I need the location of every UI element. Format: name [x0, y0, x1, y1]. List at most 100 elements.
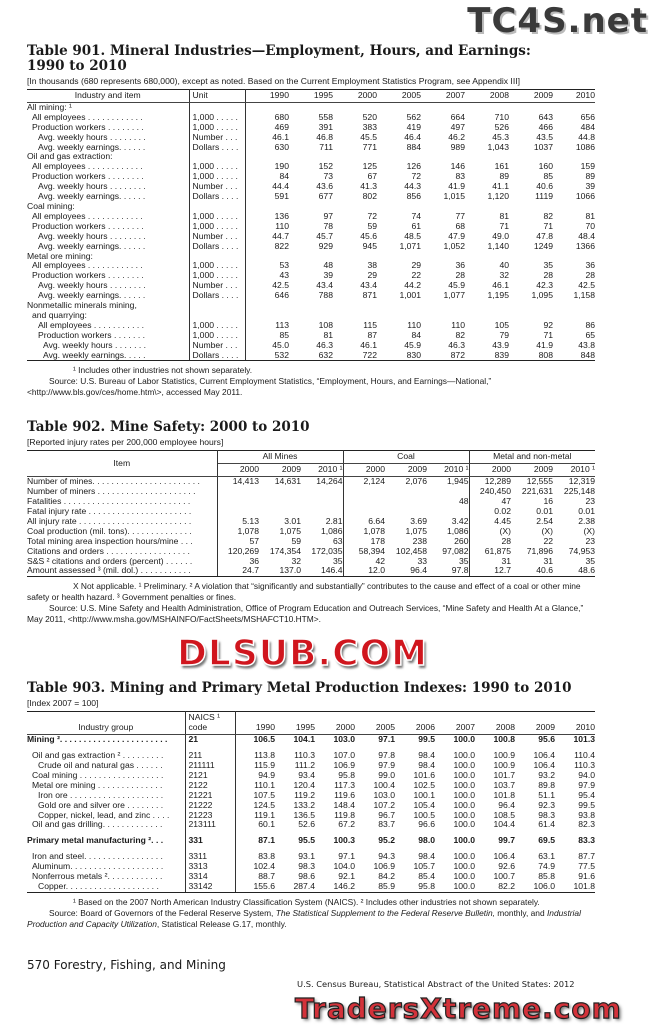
- row-label: Coal production (mil. tons). . . . . . .…: [27, 526, 218, 537]
- value-cell: 104.4: [493, 819, 515, 830]
- value-cell: 110: [451, 319, 465, 330]
- value-cell: 100.0: [453, 799, 475, 810]
- spacer: [27, 846, 186, 853]
- value-cell: 85.8: [538, 871, 555, 882]
- value-cell: 148.4: [333, 799, 355, 810]
- row-label: Avg. weekly hours . . . . . . . .: [27, 132, 190, 143]
- table-row: Number of mines. . . . . . . . . . . . .…: [27, 476, 595, 488]
- value-cell: 36: [585, 260, 595, 271]
- table-row: Metal ore mining . . . . . . . . . . . .…: [27, 780, 595, 791]
- unit-cell: Dollars . . . .: [189, 191, 246, 202]
- value-cell: 48.4: [578, 230, 595, 241]
- column-header: Industry and item: [27, 89, 190, 103]
- value-cell: 1,078: [237, 525, 259, 536]
- value-cell: 61,875: [484, 545, 511, 556]
- value-cell: 111.2: [294, 759, 315, 770]
- value-cell: 105.7: [413, 861, 435, 872]
- table-row: Number of miners . . . . . . . . . . . .…: [27, 486, 595, 498]
- value-cell: 12.0: [343, 565, 385, 578]
- value-cell: 48.6: [553, 565, 595, 578]
- row-label: Avg. weekly earnings. . . . . .: [27, 241, 190, 252]
- group-row: Metal ore mining:: [27, 251, 595, 262]
- spacer-row: [27, 846, 595, 853]
- unit-cell: [189, 152, 246, 163]
- year-header: 2010 ¹: [553, 463, 595, 478]
- value-cell: 260: [427, 536, 470, 547]
- value-cell: 36: [455, 260, 465, 271]
- value-cell: 100.0: [453, 759, 475, 770]
- value-cell: 81: [585, 210, 595, 221]
- value-cell: 161: [494, 161, 509, 172]
- value-cell: 136.5: [293, 809, 315, 820]
- value-cell: 98.3: [538, 809, 555, 820]
- value-cell: 1,075: [405, 525, 427, 536]
- value-cell: 61: [411, 220, 421, 231]
- unit-cell: 1,000 . . . . .: [189, 320, 246, 331]
- value-cell: 656: [580, 111, 595, 122]
- value-cell: 1037: [533, 141, 553, 152]
- value-cell: 71: [543, 329, 553, 340]
- value-cell: 484: [580, 121, 595, 132]
- value-cell: 43.5: [536, 131, 553, 142]
- value-cell: 100.0: [453, 789, 475, 800]
- value-cell: 664: [450, 111, 465, 122]
- year-header: 2009: [385, 463, 427, 478]
- column-header: 2006: [395, 711, 435, 736]
- value-cell: 28: [501, 535, 511, 546]
- value-cell: 41.9: [448, 181, 465, 192]
- value-cell: 102,458: [395, 545, 427, 556]
- unit-cell: [189, 301, 246, 311]
- value-cell: 680: [274, 111, 289, 122]
- value-cell: 23: [585, 496, 595, 507]
- value-cell: 47: [501, 496, 511, 507]
- value-cell: [259, 497, 301, 507]
- value-cell: 69.5: [538, 835, 555, 846]
- value-cell: 79: [499, 329, 509, 340]
- value-cell: 82: [455, 329, 465, 340]
- value-cell: 83.3: [578, 835, 595, 846]
- value-cell: [553, 301, 595, 311]
- value-cell: 73: [323, 171, 333, 182]
- value-cell: 466: [538, 121, 553, 132]
- unit-cell: 1,000 . . . . .: [189, 270, 246, 282]
- value-cell: 72: [411, 171, 421, 182]
- unit-cell: Number . . .: [189, 231, 246, 242]
- value-cell: 38: [367, 260, 377, 271]
- value-cell: 103.0: [333, 734, 355, 745]
- column-header: 1995: [289, 89, 333, 103]
- value-cell: 1066: [575, 191, 595, 202]
- value-cell: 3.01: [284, 515, 301, 526]
- value-cell: 51.1: [538, 789, 555, 800]
- row-label: Nonmetallic minerals mining,: [27, 300, 190, 311]
- value-cell: 989: [450, 141, 465, 152]
- unit-cell: Number . . .: [189, 181, 246, 193]
- value-cell: 115: [363, 319, 377, 330]
- table-row: All employees . . . . . . . . . . . . 1,0…: [27, 260, 595, 272]
- value-cell: 1,095: [531, 290, 553, 301]
- value-cell: 174,354: [269, 545, 301, 556]
- value-cell: 136: [274, 210, 289, 221]
- value-cell: 106.9: [333, 759, 355, 770]
- value-cell: 190: [274, 161, 289, 172]
- value-cell: 63: [301, 536, 344, 547]
- value-cell: 45.3: [492, 131, 509, 142]
- group-header: All Mines: [217, 450, 344, 465]
- value-cell: 1,043: [487, 141, 509, 152]
- value-cell: [343, 487, 385, 497]
- value-cell: 103.0: [373, 789, 395, 800]
- table-row: Avg. weekly hours . . . . . . . . Number …: [27, 230, 595, 242]
- value-cell: 830: [377, 350, 421, 362]
- value-cell: [421, 301, 465, 311]
- value-cell: 125: [362, 161, 377, 172]
- naics-code: 2121: [185, 770, 236, 781]
- value-cell: 100.0: [453, 861, 475, 872]
- value-cell: 98.4: [418, 750, 435, 761]
- spacer: [27, 830, 186, 837]
- table-row: All employees . . . . . . . . . . . . 1,0…: [27, 161, 595, 173]
- value-cell: 29: [367, 270, 377, 281]
- value-cell: 108: [318, 319, 333, 330]
- value-cell: [465, 301, 509, 311]
- value-cell: 41.3: [360, 181, 377, 192]
- row-label: Oil and gas extraction:: [27, 152, 190, 163]
- value-cell: 788: [318, 290, 333, 301]
